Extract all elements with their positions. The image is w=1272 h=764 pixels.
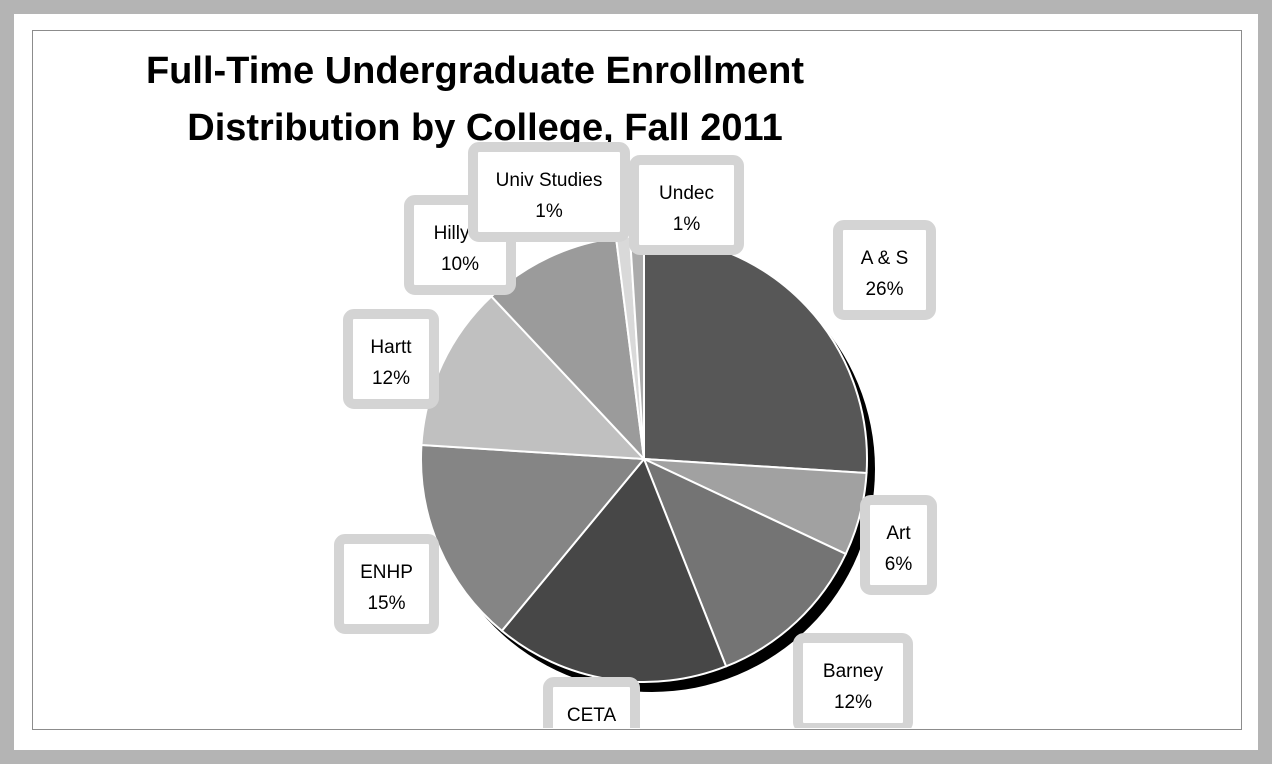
pie-slice-enhp <box>420 443 647 633</box>
data-label-percent: 15% <box>367 593 405 614</box>
data-label-art: Art 6% <box>860 495 937 595</box>
data-label-percent: 12% <box>372 368 410 389</box>
data-label-box <box>343 309 439 409</box>
data-label-a-s: A & S 26% <box>833 220 936 320</box>
pie-slices <box>420 234 875 692</box>
data-label-percent: 6% <box>885 554 913 575</box>
data-label-category: ENHP <box>360 562 413 583</box>
data-label-barney: Barney 12% <box>793 633 913 728</box>
data-label-enhp: ENHP 15% <box>334 534 439 634</box>
data-label-box <box>629 155 744 255</box>
data-label-percent: 1% <box>673 214 701 235</box>
data-label-box <box>543 677 640 728</box>
data-label-percent: 10% <box>441 254 479 275</box>
data-label-category: Hartt <box>370 337 412 358</box>
chart-frame: Full-Time Undergraduate Enrollment Distr… <box>14 14 1258 750</box>
data-label-box <box>334 534 439 634</box>
data-label-hartt: Hartt 12% <box>343 309 439 409</box>
pie-slice-hartt <box>420 295 647 461</box>
data-label-category: Barney <box>823 661 884 682</box>
pie-chart: Full-Time Undergraduate Enrollment Distr… <box>146 50 937 728</box>
data-label-box <box>793 633 913 728</box>
data-label-box <box>468 142 630 242</box>
data-label-category: Univ Studies <box>496 170 603 191</box>
data-label-box <box>833 220 936 320</box>
data-label-percent: 26% <box>865 279 903 300</box>
chart-area: Full-Time Undergraduate Enrollment Distr… <box>32 30 1242 730</box>
pie-slice-barney <box>642 457 848 668</box>
data-label-percent: 1% <box>535 201 563 222</box>
data-label-category: CETA <box>567 705 617 726</box>
data-label-undec: Undec 1% <box>629 155 744 255</box>
data-label-category: Undec <box>659 183 714 204</box>
data-label-ceta: CETA17% <box>543 677 640 728</box>
data-label-box <box>860 495 937 595</box>
chart-title-line-1: Full-Time Undergraduate Enrollment <box>146 50 804 92</box>
data-label-percent: 12% <box>834 692 872 713</box>
data-label-univ-studies: Univ Studies 1% <box>468 142 630 242</box>
chart-title: Full-Time Undergraduate Enrollment Distr… <box>146 50 804 149</box>
data-label-category: A & S <box>861 248 909 269</box>
data-label-category: Art <box>886 523 911 544</box>
data-labels: A & S 26% Art 6% Barney 12% CETA17% ENHP 15% Hart… <box>334 142 937 728</box>
